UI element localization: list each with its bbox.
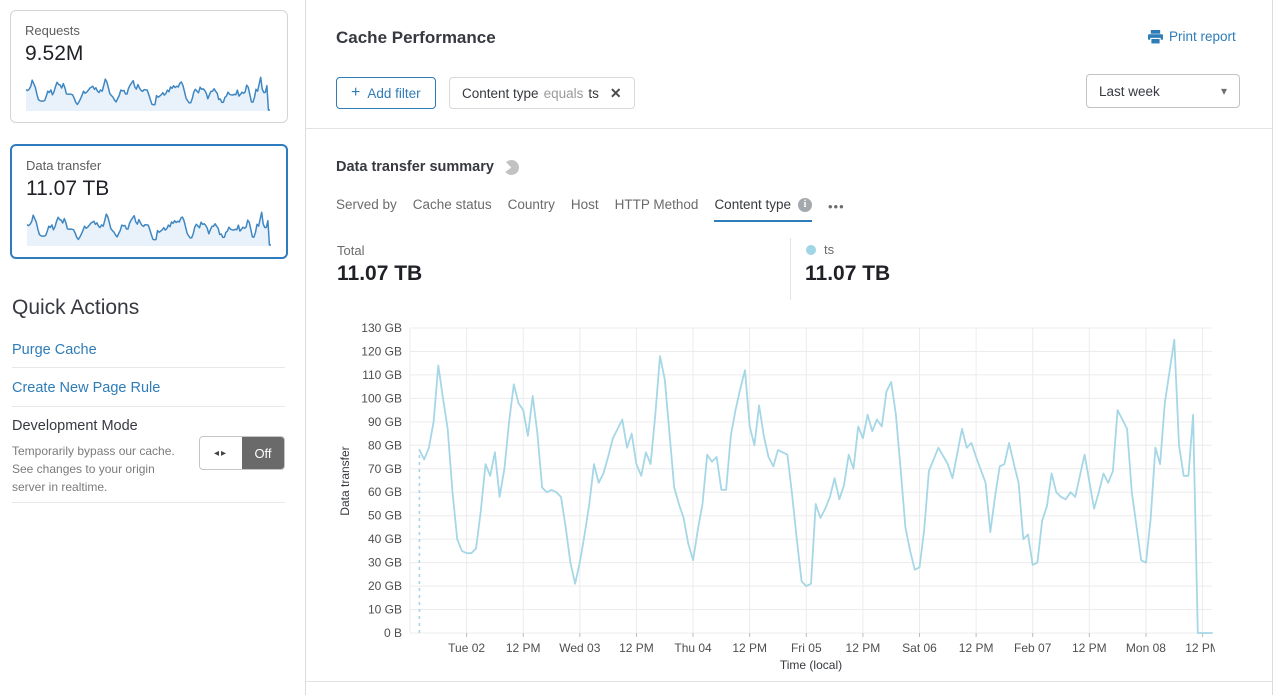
development-mode-description: Temporarily bypass our cache. See change… (12, 444, 175, 494)
print-report-link[interactable]: Print report (1148, 29, 1236, 44)
tab-content-type-label: Content type (714, 197, 791, 212)
svg-text:12 PM: 12 PM (846, 641, 881, 655)
svg-text:Tue 02: Tue 02 (448, 641, 485, 655)
svg-text:120 GB: 120 GB (361, 344, 402, 358)
svg-text:10 GB: 10 GB (368, 603, 402, 617)
tab-country[interactable]: Country (507, 197, 555, 212)
filter-chip: Content type equals ts ✕ (449, 77, 635, 109)
toggle-arrows-icon: ◂▸ (213, 447, 229, 459)
print-report-label: Print report (1169, 29, 1236, 44)
divider (12, 367, 285, 368)
svg-text:70 GB: 70 GB (368, 462, 402, 476)
header-divider (306, 128, 1272, 129)
plus-icon: + (351, 84, 361, 101)
svg-text:110 GB: 110 GB (362, 368, 402, 382)
development-mode-title: Development Mode (12, 418, 138, 434)
time-period-pie-icon (503, 159, 519, 175)
legend-label: ts (824, 242, 835, 257)
data-transfer-chart: 0 B 10 GB 20 GB 30 GB 40 GB 50 GB 60 GB 70 GB 80… (335, 318, 1220, 674)
svg-text:12 PM: 12 PM (1072, 641, 1107, 655)
svg-text:30 GB: 30 GB (368, 556, 402, 570)
legend-series-value: 11.07 TB (805, 262, 891, 285)
svg-text:60 GB: 60 GB (368, 485, 402, 499)
filter-chip-value: ts (588, 85, 599, 101)
add-filter-button[interactable]: + Add filter (336, 77, 436, 109)
svg-text:0 B: 0 B (384, 626, 402, 640)
svg-text:80 GB: 80 GB (368, 438, 402, 452)
chevron-down-icon: ▾ (1220, 84, 1227, 98)
divider (12, 502, 285, 503)
section-bottom-divider (306, 681, 1272, 682)
legend-dot (806, 244, 816, 255)
requests-card-value: 9.52M (25, 42, 84, 65)
svg-text:20 GB: 20 GB (368, 579, 402, 593)
summary-title-text: Data transfer summary (336, 159, 494, 175)
tab-served-by[interactable]: Served by (336, 197, 397, 212)
page-title: Cache Performance (336, 28, 496, 47)
svg-text:90 GB: 90 GB (368, 415, 402, 429)
purge-cache-link[interactable]: Purge Cache (12, 342, 97, 358)
toggle-state-label: Off (242, 437, 284, 469)
svg-text:12 PM: 12 PM (732, 641, 767, 655)
tab-host[interactable]: Host (570, 197, 599, 212)
tab-content-type[interactable]: Content type i (714, 197, 812, 222)
legend-item-ts[interactable]: ts (806, 242, 834, 257)
requests-card-label: Requests (25, 23, 80, 38)
close-icon[interactable]: ✕ (609, 84, 622, 101)
filter-chip-field: Content type (462, 85, 539, 101)
create-page-rule-link[interactable]: Create New Page Rule (12, 380, 161, 396)
line-chart-canvas: 0 B 10 GB 20 GB 30 GB 40 GB 50 GB 60 GB 70 GB 80… (338, 321, 1220, 672)
svg-text:Time (local): Time (local) (780, 658, 842, 672)
data-transfer-sparkline-chart (26, 211, 271, 246)
svg-text:Sat 06: Sat 06 (902, 641, 937, 655)
summary-divider (790, 238, 791, 300)
data-transfer-card-value: 11.07 TB (26, 177, 110, 200)
svg-text:Data transfer: Data transfer (338, 446, 352, 515)
requests-sparkline-chart (25, 76, 270, 111)
svg-text:Fri 05: Fri 05 (791, 641, 822, 655)
svg-text:12 PM: 12 PM (959, 641, 994, 655)
filter-chip-operator: equals (543, 85, 584, 101)
data-transfer-card-label: Data transfer (26, 158, 102, 173)
svg-text:12 PM: 12 PM (506, 641, 541, 655)
data-transfer-card[interactable]: Data transfer 11.07 TB (10, 144, 288, 259)
content-right-divider (1272, 0, 1273, 695)
divider (12, 406, 285, 407)
total-value: 11.07 TB (337, 262, 423, 285)
tab-http-method[interactable]: HTTP Method (614, 197, 699, 212)
svg-text:100 GB: 100 GB (361, 391, 402, 405)
svg-text:12 PM: 12 PM (1185, 641, 1215, 655)
total-label: Total (337, 243, 365, 258)
time-range-value: Last week (1099, 83, 1160, 99)
svg-text:Mon 08: Mon 08 (1126, 641, 1166, 655)
analytics-sidebar: Requests 9.52M Data transfer 11.07 TB Qu… (0, 0, 306, 695)
development-mode-toggle[interactable]: ◂▸ Off (199, 436, 285, 470)
info-icon[interactable]: i (798, 197, 812, 212)
summary-title: Data transfer summary (336, 159, 519, 175)
more-tabs-menu[interactable]: ••• (828, 199, 845, 214)
add-filter-label: Add filter (367, 85, 421, 101)
summary-tabs: Served by Cache status Country Host HTTP… (336, 197, 845, 222)
time-range-select[interactable]: Last week ▾ (1086, 74, 1240, 108)
svg-text:130 GB: 130 GB (361, 321, 402, 335)
tab-cache-status[interactable]: Cache status (412, 197, 492, 212)
svg-text:40 GB: 40 GB (368, 532, 402, 546)
svg-text:12 PM: 12 PM (619, 641, 654, 655)
svg-text:50 GB: 50 GB (368, 509, 402, 523)
quick-actions-heading: Quick Actions (12, 296, 140, 319)
printer-icon (1148, 29, 1163, 44)
svg-text:Thu 04: Thu 04 (674, 641, 712, 655)
requests-card[interactable]: Requests 9.52M (10, 10, 288, 123)
svg-text:Feb 07: Feb 07 (1014, 641, 1052, 655)
svg-text:Wed 03: Wed 03 (559, 641, 600, 655)
